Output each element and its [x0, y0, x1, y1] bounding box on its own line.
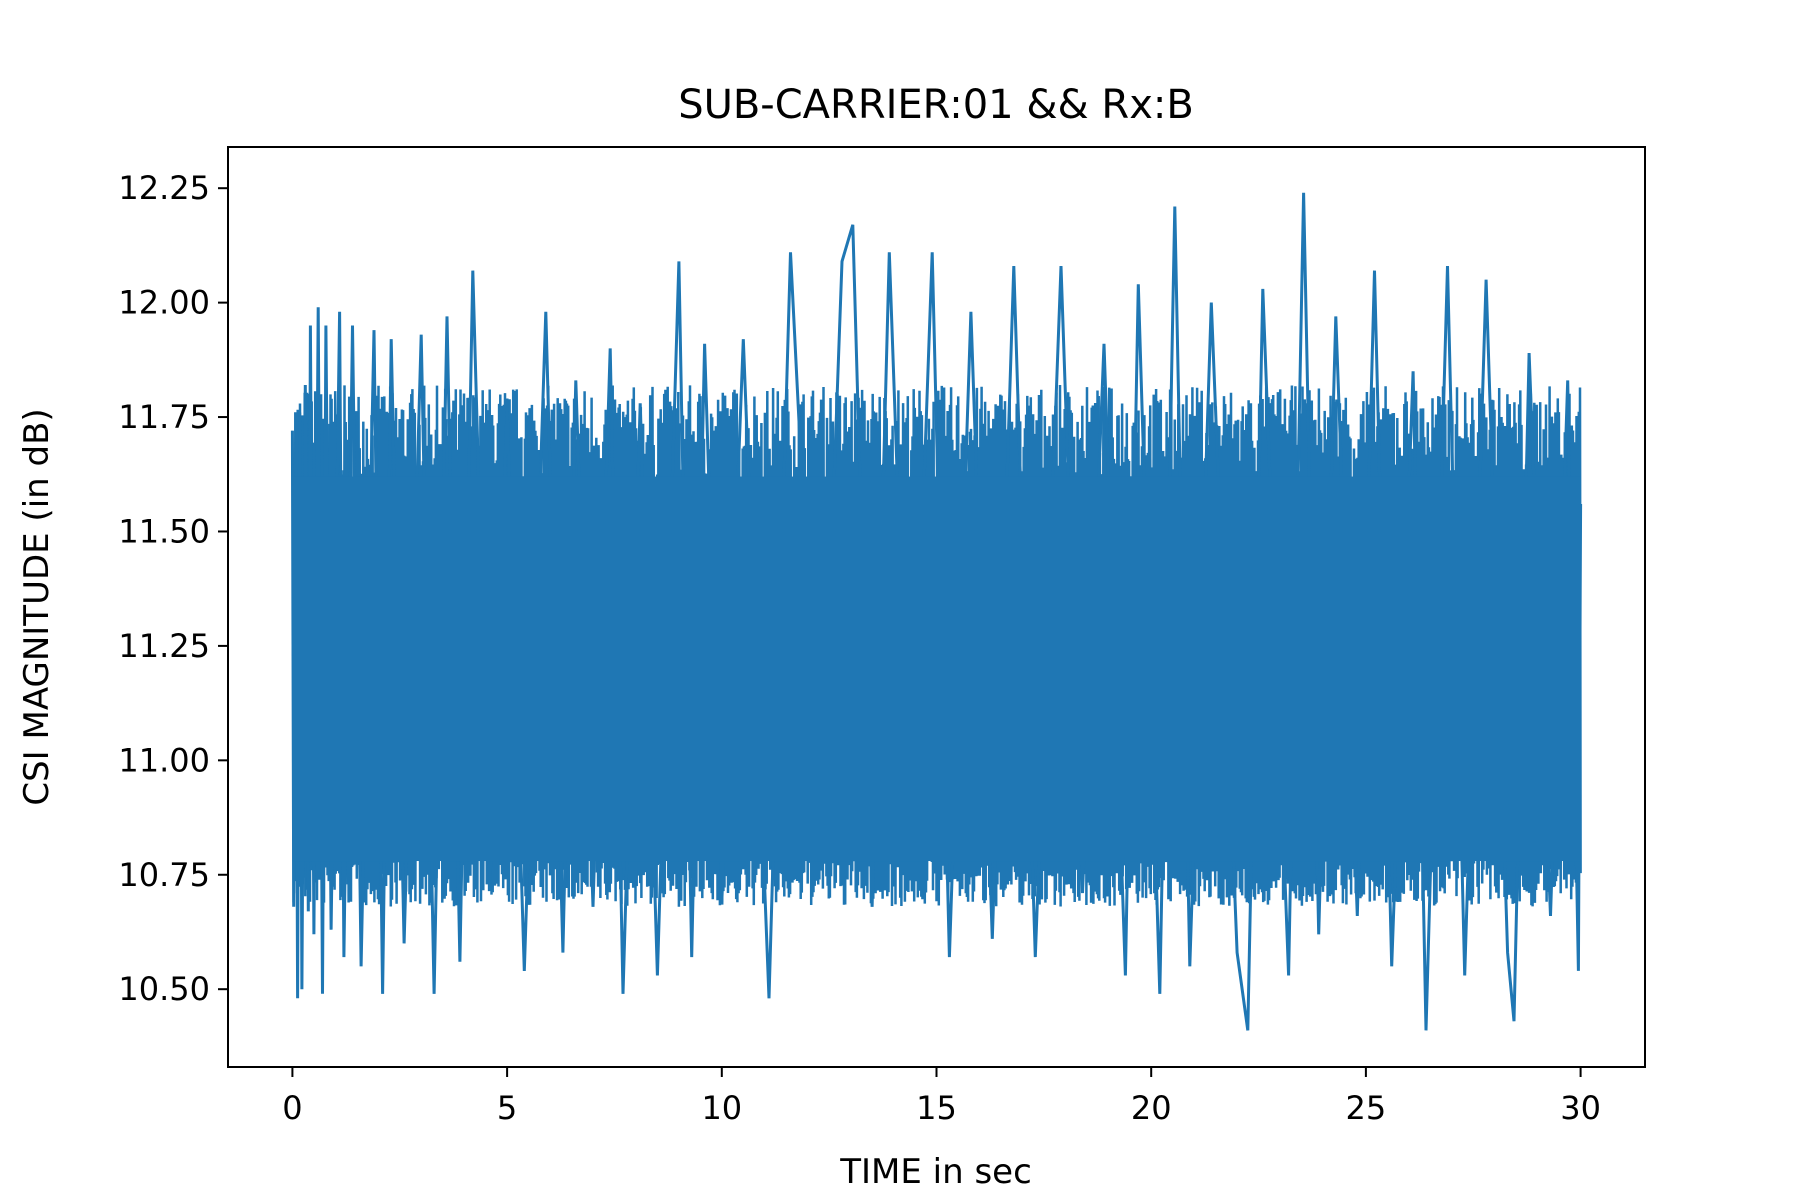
y-tick-label: 10.75 [118, 856, 210, 894]
x-tick-label: 20 [1131, 1089, 1172, 1127]
x-axis-label: TIME in sec [839, 1152, 1032, 1192]
x-tick-label: 15 [916, 1089, 957, 1127]
y-tick-label: 10.50 [118, 970, 210, 1008]
y-tick-label: 12.25 [118, 169, 210, 207]
x-tick-label: 25 [1346, 1089, 1387, 1127]
x-tick-label: 5 [497, 1089, 517, 1127]
y-tick-label: 11.50 [118, 512, 210, 550]
plot-area [227, 146, 1646, 1068]
y-tick-label: 11.00 [118, 741, 210, 779]
y-axis-label: CSI MAGNITUDE (in dB) [17, 408, 57, 805]
series-layer [290, 192, 1583, 1031]
y-axis-ticks: 10.50 10.75 11.00 11.25 11.50 11.75 12.00 12.25 [118, 169, 228, 1008]
y-tick-label: 12.00 [118, 284, 210, 322]
y-tick-label: 11.25 [118, 627, 210, 665]
x-tick-label: 10 [701, 1089, 742, 1127]
y-tick-label: 11.75 [118, 398, 210, 436]
x-axis-ticks: 0 5 10 15 20 25 30 [282, 1067, 1601, 1127]
series-core-0 [292, 476, 1581, 862]
x-tick-label: 30 [1560, 1089, 1601, 1127]
chart-title: SUB-CARRIER:01 && Rx:B [678, 82, 1194, 128]
x-tick-label: 0 [282, 1089, 302, 1127]
